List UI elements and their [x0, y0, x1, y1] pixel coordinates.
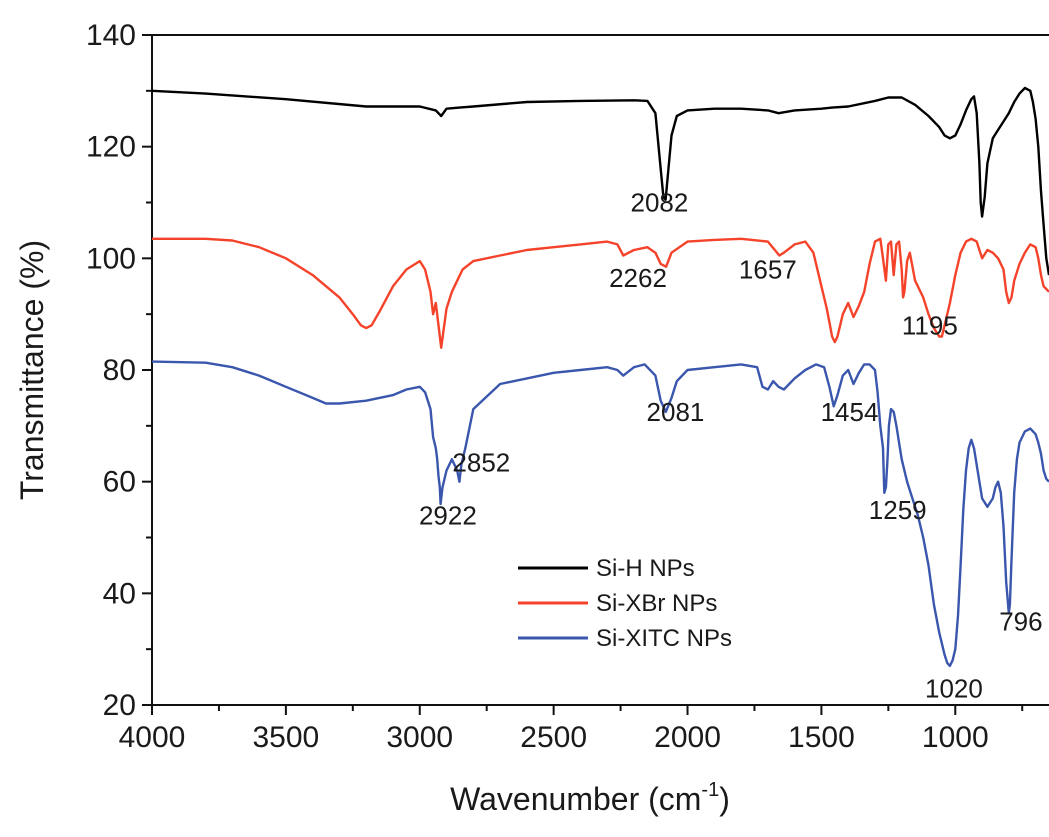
legend: Si-H NPs Si-XBr NPs Si-XITC NPs [518, 555, 732, 652]
x-tick-label-4000: 4000 [119, 721, 186, 754]
y-tick-label-40: 40 [103, 577, 136, 610]
x-axis-title-unit-exponent: -1 [701, 779, 719, 801]
peak-label-2262: 2262 [609, 263, 667, 293]
x-tick-label-3500: 3500 [253, 721, 320, 754]
x-axis-title-main: Wavenumber (cm [450, 781, 701, 817]
peak-label-2082: 2082 [630, 188, 688, 218]
peak-label-1020: 1020 [925, 673, 983, 703]
legend-label-si-xitc-nps: Si-XITC NPs [596, 625, 732, 652]
y-axis-title: Transmittance (%) [14, 240, 50, 500]
x-tick-label-1000: 1000 [922, 721, 989, 754]
x-axis-title: Wavenumber (cm-1) [450, 779, 730, 817]
peak-label-2922: 2922 [419, 500, 477, 530]
legend-label-si-xbr-nps: Si-XBr NPs [596, 590, 717, 617]
y-tick-label-120: 120 [86, 131, 136, 164]
peak-label-1259: 1259 [869, 495, 927, 525]
peak-label-796: 796 [999, 606, 1042, 636]
plot-area: 20 40 60 80 100 120 140 4000 3500 3000 2500 2000 150… [86, 19, 1049, 754]
series-line-si-xbr-nps [152, 237, 1049, 349]
y-tick-label-80: 80 [103, 354, 136, 387]
peak-label-2081: 2081 [647, 397, 705, 427]
peak-label-1454: 1454 [821, 397, 879, 427]
y-tick-label-100: 100 [86, 242, 136, 275]
series-line-si-h-nps [151, 86, 1049, 276]
peak-label-1657: 1657 [739, 255, 797, 285]
y-tick-label-140: 140 [86, 19, 136, 52]
x-tick-label-2000: 2000 [654, 721, 721, 754]
peak-label-1195: 1195 [902, 311, 958, 341]
x-tick-label-3000: 3000 [386, 721, 453, 754]
x-tick-label-1500: 1500 [788, 721, 855, 754]
y-tick-label-20: 20 [103, 689, 136, 722]
y-tick-label-60: 60 [103, 466, 136, 499]
legend-label-si-h-nps: Si-H NPs [596, 555, 695, 582]
x-axis-title-close-paren: ) [719, 781, 730, 817]
series-line-si-xitc-nps [151, 360, 1049, 668]
peak-label-2852: 2852 [452, 447, 510, 477]
x-tick-label-2500: 2500 [520, 721, 587, 754]
